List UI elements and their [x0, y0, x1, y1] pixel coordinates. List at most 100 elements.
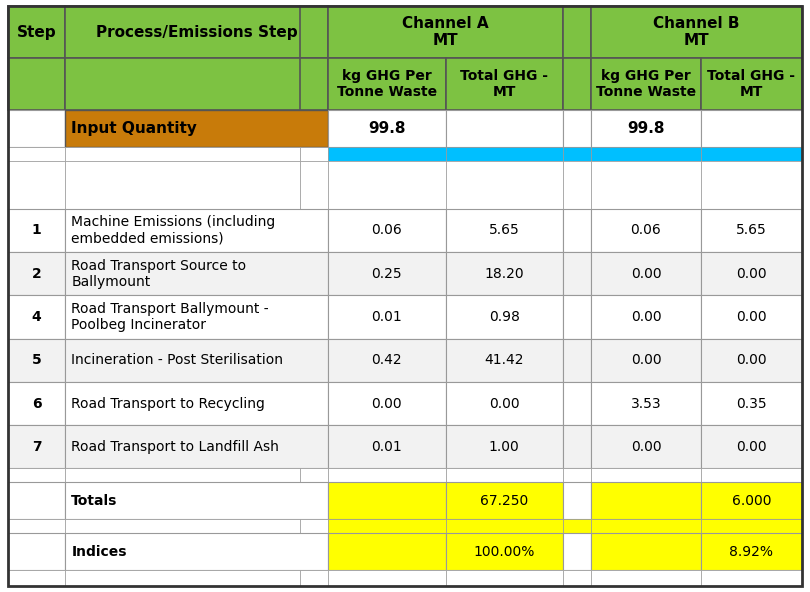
Text: 5: 5 — [32, 353, 41, 367]
Bar — [300, 6, 328, 58]
Text: 67.250: 67.250 — [480, 494, 528, 508]
Bar — [563, 6, 591, 58]
Text: 99.8: 99.8 — [368, 121, 406, 136]
Bar — [328, 533, 446, 570]
Bar — [65, 58, 328, 110]
Bar — [8, 209, 65, 252]
Text: 3.53: 3.53 — [631, 397, 661, 410]
Text: 41.42: 41.42 — [484, 353, 524, 367]
Bar — [8, 425, 65, 468]
Bar — [328, 252, 446, 295]
Text: 0.00: 0.00 — [736, 440, 766, 453]
Bar — [8, 6, 65, 58]
Bar — [65, 519, 300, 533]
Text: Indices: Indices — [71, 545, 127, 559]
Text: 18.20: 18.20 — [484, 267, 524, 281]
Bar — [591, 533, 701, 570]
Text: 1: 1 — [32, 223, 41, 237]
Bar — [563, 570, 591, 586]
Text: 0.00: 0.00 — [631, 353, 661, 367]
Bar — [701, 209, 802, 252]
Text: 4: 4 — [32, 310, 41, 324]
Bar — [563, 339, 591, 382]
Text: 0.01: 0.01 — [372, 440, 402, 453]
Bar — [328, 147, 446, 161]
Bar — [328, 58, 446, 110]
Bar — [328, 425, 446, 468]
Text: 99.8: 99.8 — [627, 121, 665, 136]
Bar — [446, 468, 563, 482]
Bar — [563, 209, 591, 252]
Bar — [591, 482, 701, 519]
Bar — [591, 295, 701, 339]
Text: 0.00: 0.00 — [736, 310, 766, 324]
Text: 1.00: 1.00 — [489, 440, 519, 453]
Bar — [591, 425, 701, 468]
Bar — [8, 161, 65, 209]
Bar — [701, 339, 802, 382]
Bar — [328, 482, 446, 519]
Text: Step: Step — [17, 24, 56, 40]
Bar — [65, 147, 300, 161]
Bar — [446, 161, 563, 209]
Bar — [591, 519, 701, 533]
Bar — [65, 161, 300, 209]
Bar — [300, 161, 328, 209]
Text: 0.98: 0.98 — [488, 310, 520, 324]
Bar — [8, 482, 65, 519]
Bar — [591, 570, 701, 586]
Text: Channel A
MT: Channel A MT — [403, 16, 488, 48]
Bar — [328, 570, 446, 586]
Bar — [591, 58, 701, 110]
Bar — [563, 425, 591, 468]
Bar — [446, 519, 563, 533]
Bar — [563, 468, 591, 482]
Bar — [701, 58, 802, 110]
Text: 7: 7 — [32, 440, 41, 453]
Bar — [65, 382, 328, 425]
Bar — [65, 295, 328, 339]
Bar — [446, 209, 563, 252]
Text: 0.01: 0.01 — [372, 310, 402, 324]
Bar — [328, 110, 446, 147]
Text: 0.00: 0.00 — [372, 397, 402, 410]
Bar — [328, 382, 446, 425]
Bar — [563, 58, 591, 110]
Bar — [563, 110, 591, 147]
Text: Road Transport Source to
Ballymount: Road Transport Source to Ballymount — [71, 259, 246, 289]
Text: 0.06: 0.06 — [631, 223, 661, 237]
Bar — [446, 482, 563, 519]
Bar — [446, 382, 563, 425]
Bar — [446, 58, 563, 110]
Text: 2: 2 — [32, 267, 41, 281]
Bar — [446, 570, 563, 586]
Bar — [328, 295, 446, 339]
Bar — [446, 339, 563, 382]
Bar — [65, 570, 300, 586]
Bar — [328, 209, 446, 252]
Bar — [65, 6, 328, 58]
Bar — [591, 339, 701, 382]
Bar — [591, 110, 701, 147]
Bar — [563, 161, 591, 209]
Bar — [8, 252, 65, 295]
Bar — [563, 252, 591, 295]
Bar — [8, 147, 65, 161]
Bar — [701, 519, 802, 533]
Bar — [8, 382, 65, 425]
Bar — [701, 295, 802, 339]
Bar — [300, 468, 328, 482]
Bar — [8, 295, 65, 339]
Text: Total GHG -
MT: Total GHG - MT — [707, 69, 795, 99]
Bar — [591, 6, 802, 58]
Bar — [701, 533, 802, 570]
Bar — [8, 468, 65, 482]
Text: 6.000: 6.000 — [731, 494, 771, 508]
Bar — [701, 425, 802, 468]
Bar — [701, 161, 802, 209]
Bar — [300, 58, 328, 110]
Bar — [701, 382, 802, 425]
Bar — [563, 519, 591, 533]
Text: 0.35: 0.35 — [736, 397, 766, 410]
Bar — [65, 425, 328, 468]
